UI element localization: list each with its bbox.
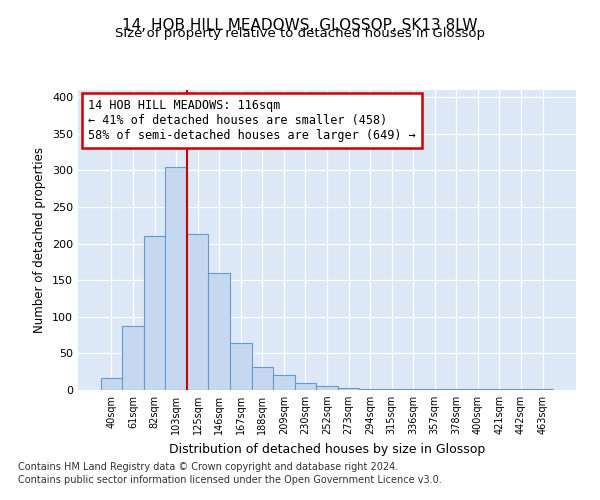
Bar bbox=[381, 388, 403, 390]
Text: Contains public sector information licensed under the Open Government Licence v3: Contains public sector information licen… bbox=[18, 475, 442, 485]
Bar bbox=[316, 386, 338, 390]
Bar bbox=[122, 326, 144, 390]
Bar bbox=[273, 376, 295, 390]
Bar bbox=[144, 236, 166, 390]
Bar bbox=[101, 378, 122, 390]
Bar bbox=[403, 388, 424, 390]
Bar bbox=[295, 382, 316, 390]
Bar bbox=[338, 388, 359, 390]
Bar bbox=[187, 234, 208, 390]
Bar bbox=[359, 388, 381, 390]
Bar bbox=[208, 273, 230, 390]
Y-axis label: Number of detached properties: Number of detached properties bbox=[34, 147, 46, 333]
X-axis label: Distribution of detached houses by size in Glossop: Distribution of detached houses by size … bbox=[169, 442, 485, 456]
Text: Size of property relative to detached houses in Glossop: Size of property relative to detached ho… bbox=[115, 28, 485, 40]
Text: 14, HOB HILL MEADOWS, GLOSSOP, SK13 8LW: 14, HOB HILL MEADOWS, GLOSSOP, SK13 8LW bbox=[122, 18, 478, 32]
Bar bbox=[446, 388, 467, 390]
Bar bbox=[251, 368, 273, 390]
Text: Contains HM Land Registry data © Crown copyright and database right 2024.: Contains HM Land Registry data © Crown c… bbox=[18, 462, 398, 472]
Text: 14 HOB HILL MEADOWS: 116sqm
← 41% of detached houses are smaller (458)
58% of se: 14 HOB HILL MEADOWS: 116sqm ← 41% of det… bbox=[88, 99, 416, 142]
Bar bbox=[166, 167, 187, 390]
Bar bbox=[230, 343, 251, 390]
Bar bbox=[424, 388, 446, 390]
